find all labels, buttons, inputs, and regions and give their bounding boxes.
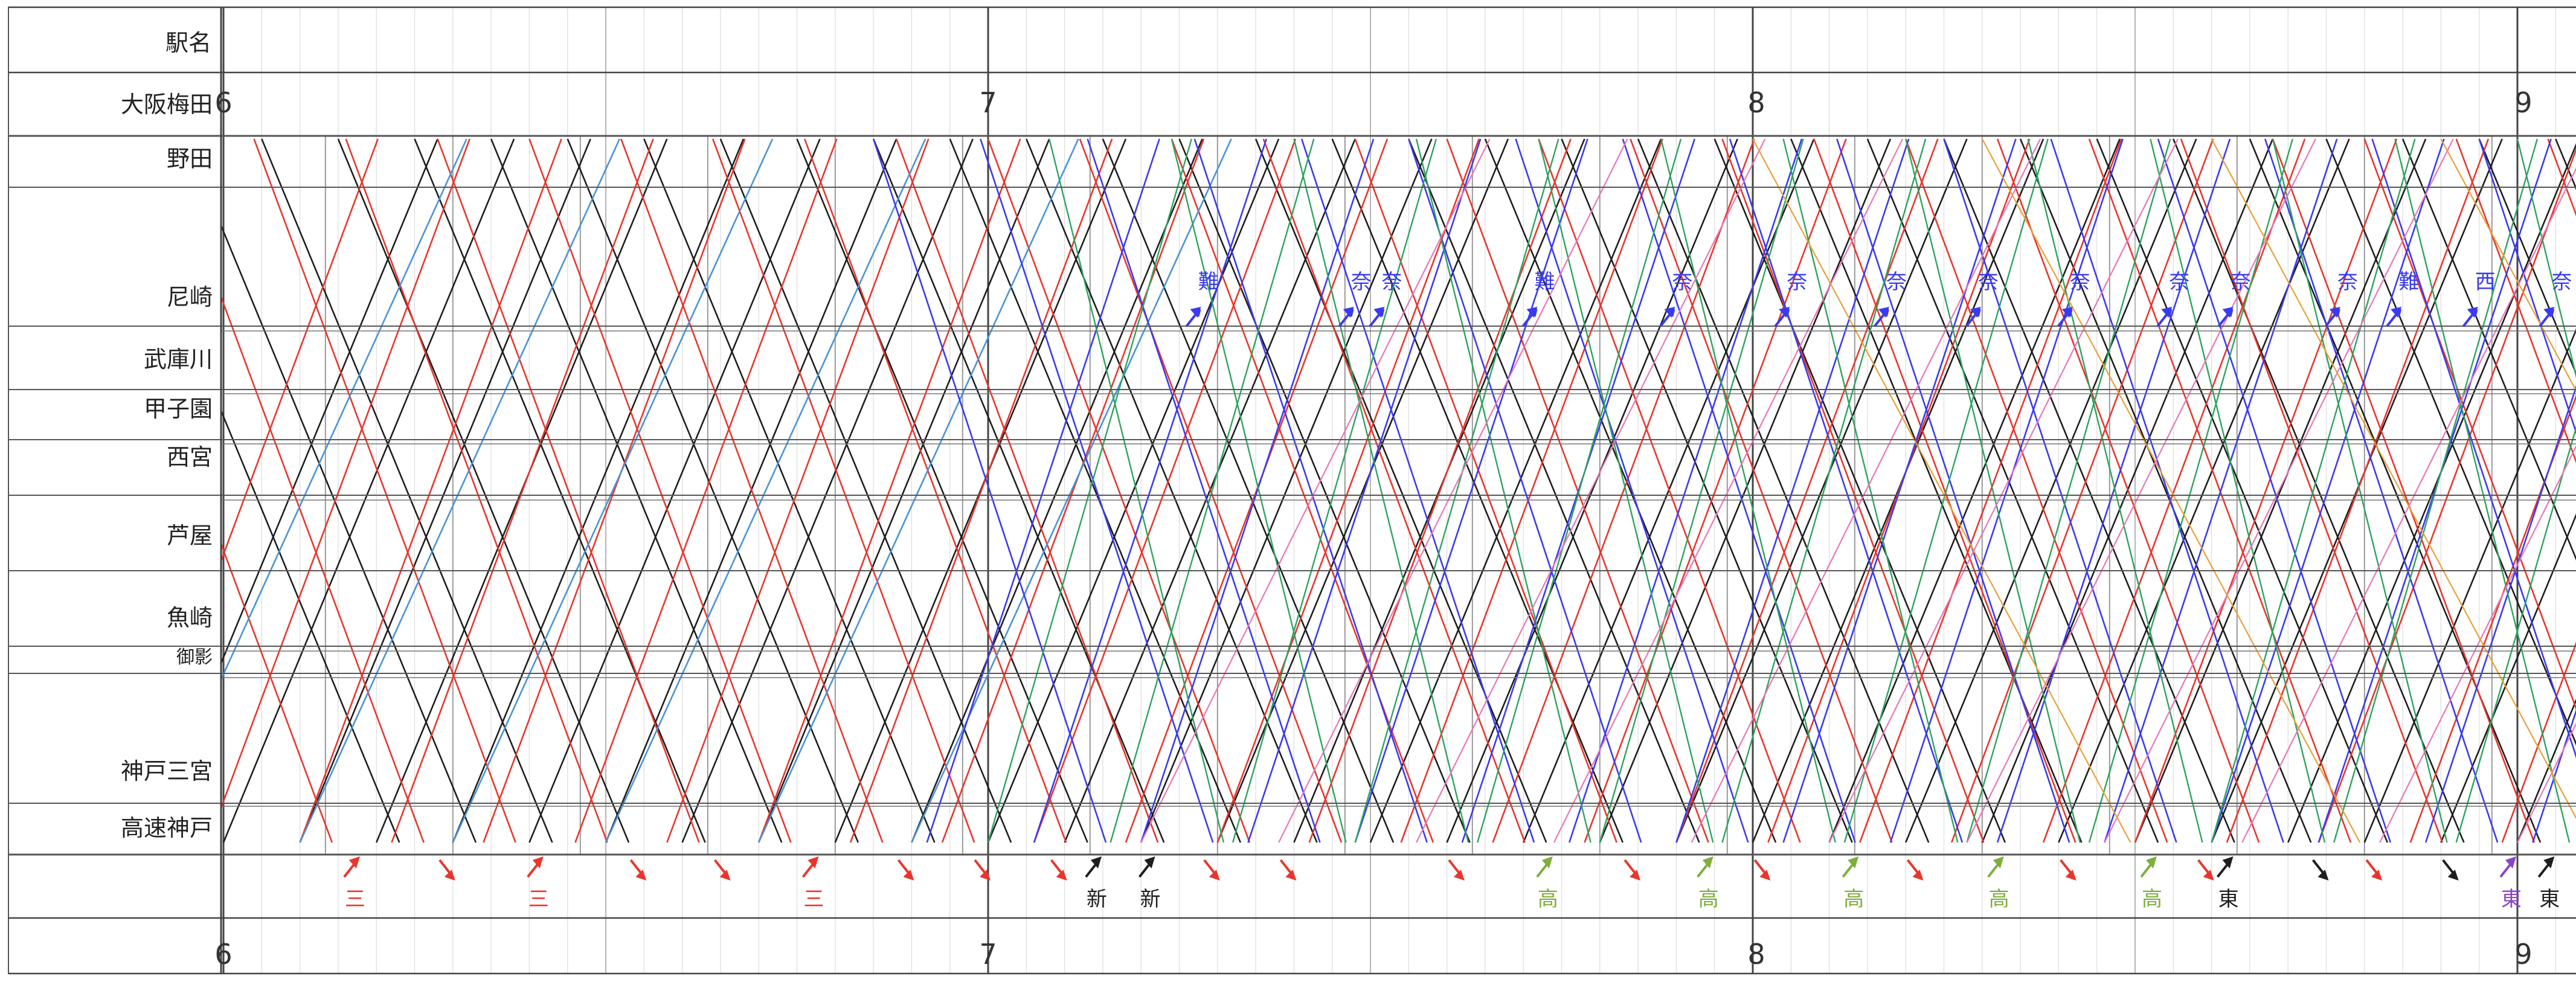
station-label-noda: 野田 xyxy=(167,146,213,172)
station-label-uozaki: 魚崎 xyxy=(167,605,213,631)
hour-label-bottom-7: 7 xyxy=(979,938,997,971)
bottom-marker-label-10: 東 xyxy=(2218,887,2239,911)
hour-label-bottom-9: 9 xyxy=(2514,938,2532,971)
station-label-kobe-sannomiya: 神戸三宮 xyxy=(121,758,213,785)
top-marker-label-14: 奈 xyxy=(2551,270,2572,294)
bottom-marker-label-8: 高 xyxy=(1989,887,2009,911)
bottom-marker-label-7: 高 xyxy=(1843,887,1864,911)
top-marker-label-13: 西 xyxy=(2475,270,2496,294)
hour-label-top-8: 8 xyxy=(1747,86,1765,119)
top-marker-label-12: 難 xyxy=(2398,270,2419,294)
top-marker-label-2: 奈 xyxy=(1381,270,1402,294)
hour-label-bottom-8: 8 xyxy=(1747,938,1765,971)
bottom-marker-label-11: 東 xyxy=(2501,887,2522,911)
bottom-marker-label-1: 三 xyxy=(528,887,549,911)
bottom-marker-label-5: 高 xyxy=(1538,887,1558,911)
station-label-mukogawa: 武庫川 xyxy=(144,346,213,373)
hour-label-top-9: 9 xyxy=(2514,86,2532,119)
bottom-marker-label-12: 東 xyxy=(2539,887,2560,911)
top-marker-label-1: 奈 xyxy=(1351,270,1372,294)
station-label-nishinomiya: 西宮 xyxy=(167,444,213,470)
top-marker-label-5: 奈 xyxy=(1787,270,1807,294)
top-marker-label-9: 奈 xyxy=(2169,270,2189,294)
hour-label-bottom-6: 6 xyxy=(214,938,232,971)
bottom-marker-label-3: 新 xyxy=(1087,887,1107,911)
top-marker-label-8: 奈 xyxy=(2070,270,2090,294)
station-label-amagasaki: 尼崎 xyxy=(167,284,213,310)
top-marker-label-7: 奈 xyxy=(1978,270,1999,294)
bottom-marker-label-9: 高 xyxy=(2142,887,2162,911)
bottom-marker-label-4: 新 xyxy=(1140,887,1161,911)
top-marker-label-6: 奈 xyxy=(1886,270,1907,294)
top-marker-label-3: 難 xyxy=(1535,270,1555,294)
station-label-koshien: 甲子園 xyxy=(144,396,213,422)
station-label-ashiya: 芦屋 xyxy=(167,522,213,549)
hour-label-top-6: 6 xyxy=(214,86,232,119)
top-marker-label-0: 難 xyxy=(1198,270,1218,294)
bottom-marker-label-2: 三 xyxy=(803,887,824,911)
station-label-osaka-umeda: 大阪梅田 xyxy=(121,91,213,118)
station-label-mikage: 御影 xyxy=(176,647,213,668)
bottom-marker-label-0: 三 xyxy=(345,887,365,911)
station-column-header: 駅名 xyxy=(165,30,211,56)
station-label-kosoku-kobe: 高速神戸 xyxy=(121,815,213,841)
top-marker-label-10: 奈 xyxy=(2231,270,2251,294)
top-marker-label-4: 奈 xyxy=(1672,270,1692,294)
hour-label-top-7: 7 xyxy=(979,86,997,119)
bottom-marker-label-6: 高 xyxy=(1698,887,1719,911)
top-marker-label-11: 奈 xyxy=(2337,270,2358,294)
